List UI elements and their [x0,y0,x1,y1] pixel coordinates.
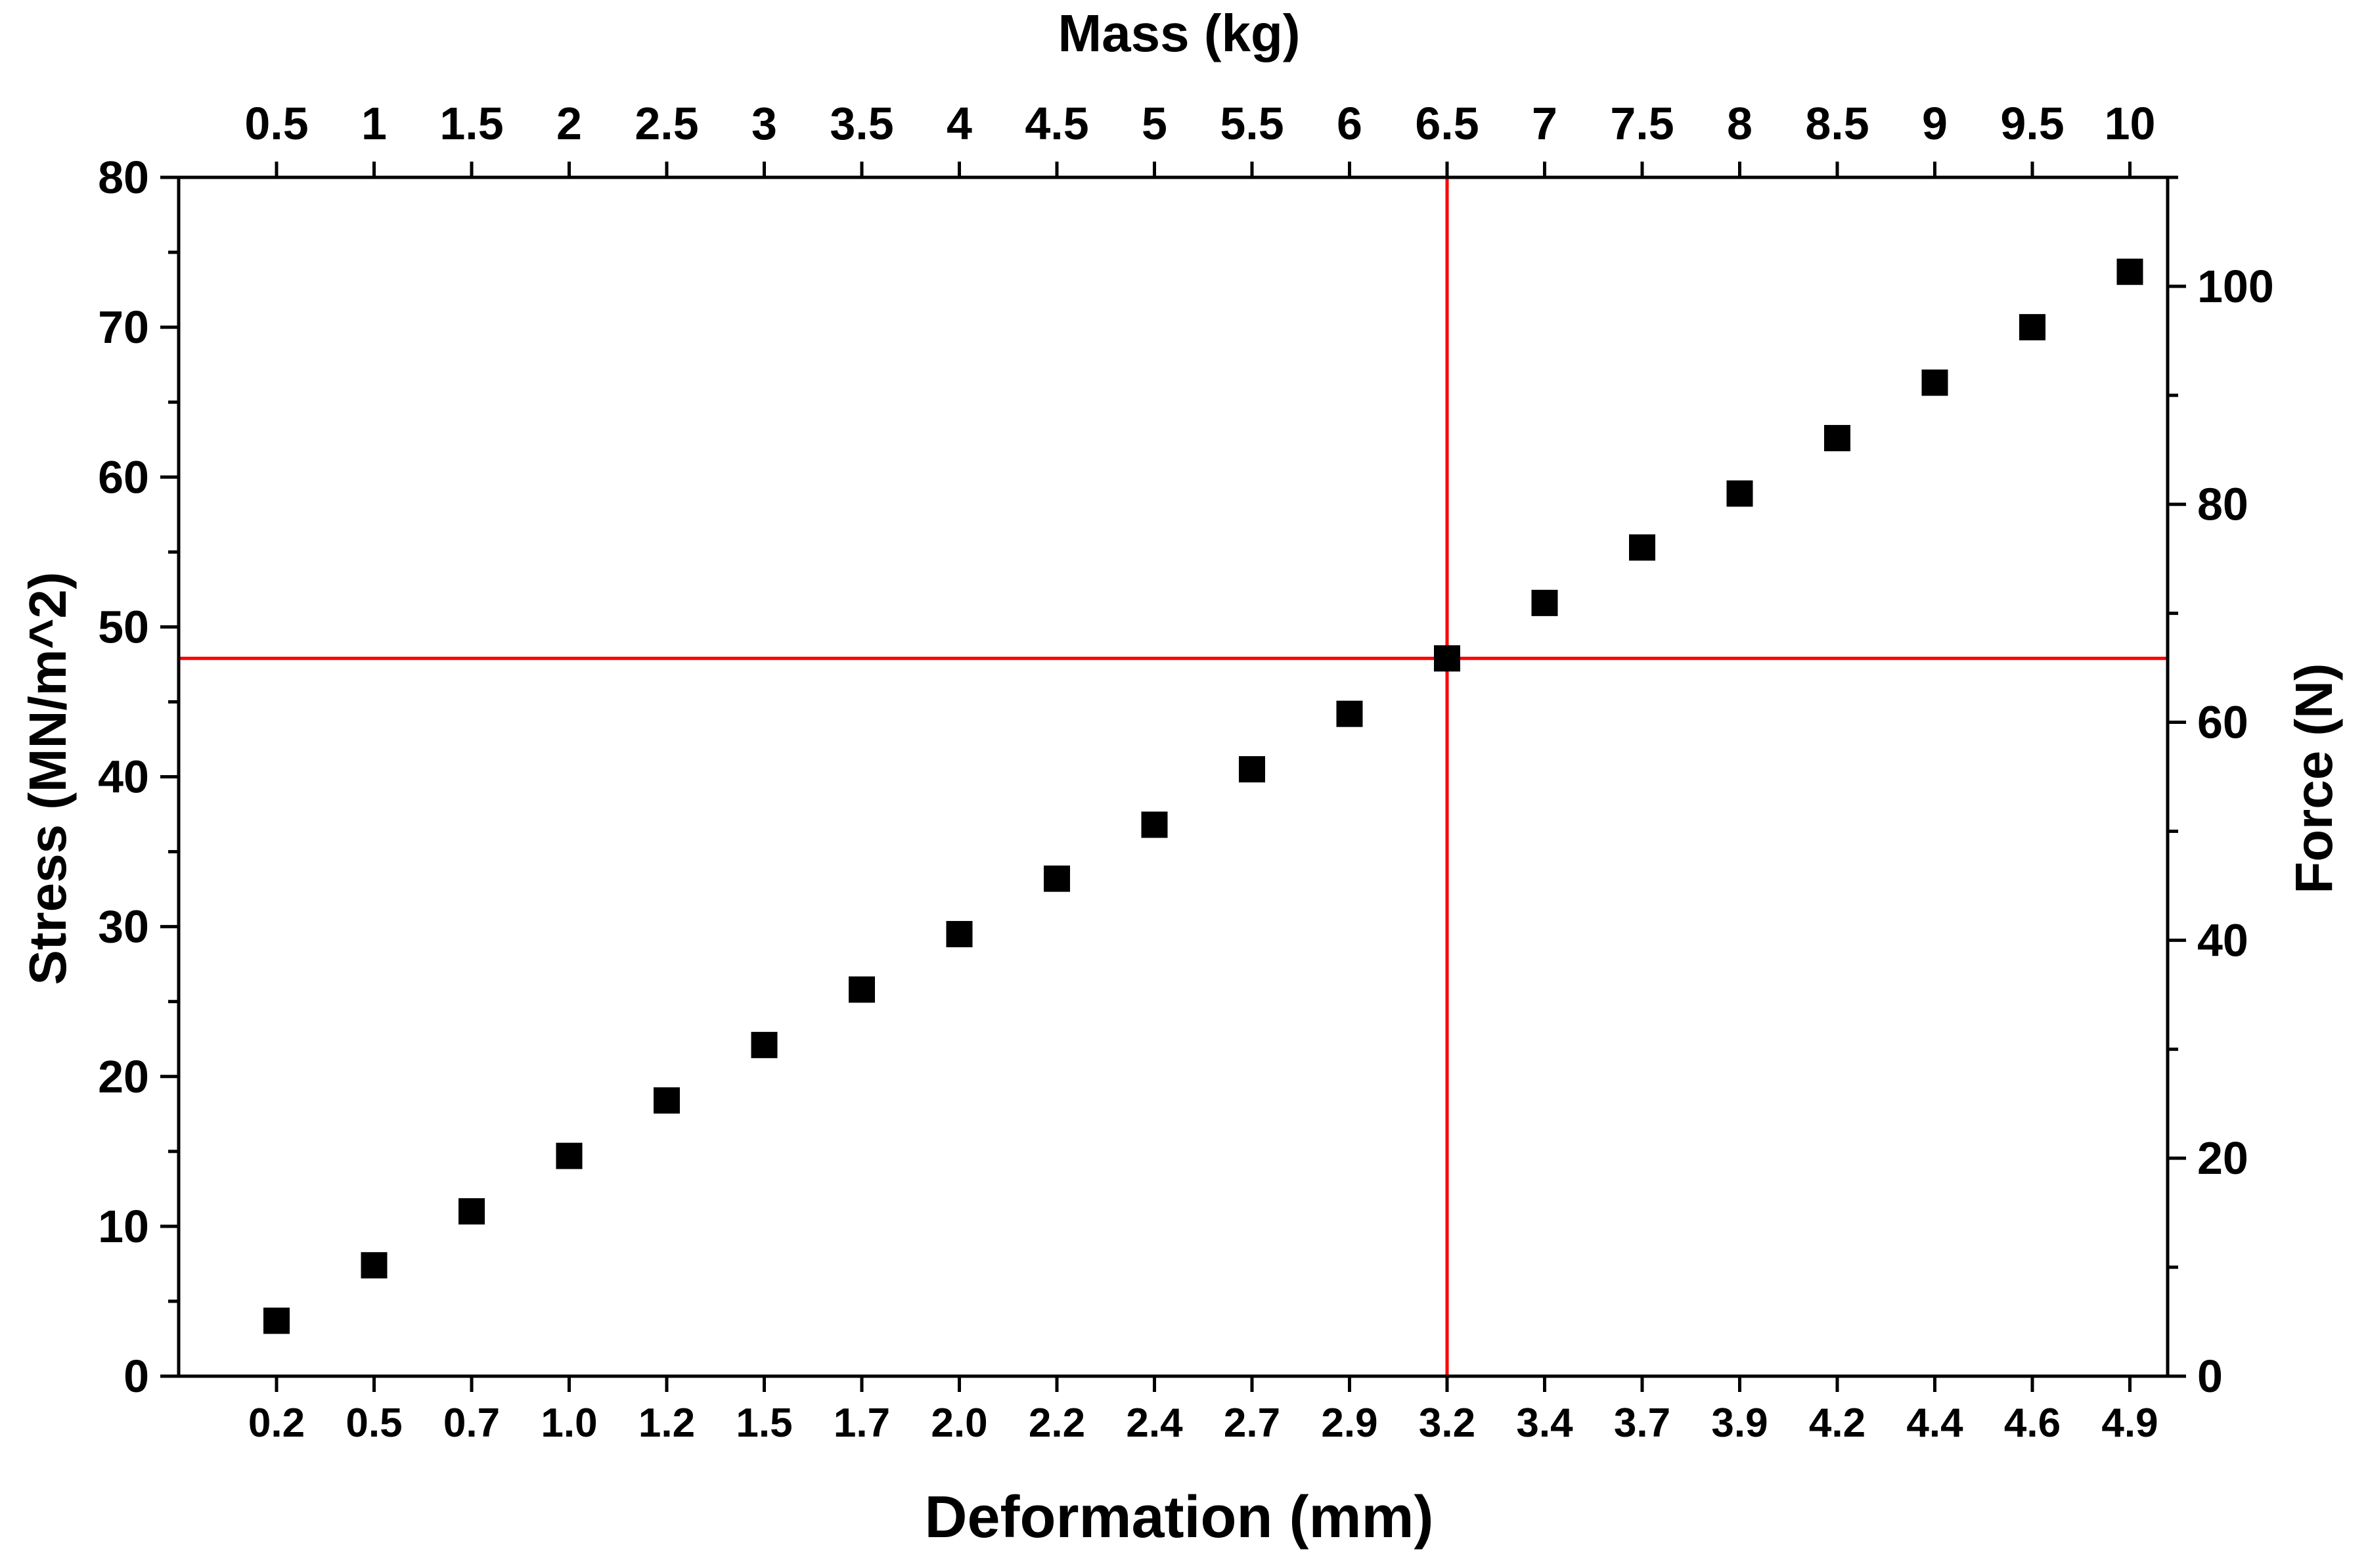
x-tick-label: 4.2 [1809,1400,1865,1446]
top-tick-label: 2.5 [635,98,698,149]
x-tick-label: 1.7 [834,1400,890,1446]
top-tick-label: 6.5 [1415,98,1479,149]
x-tick-label: 2.4 [1126,1400,1183,1446]
top-tick-label: 2 [556,98,582,149]
x-tick-label: 2.2 [1029,1400,1085,1446]
data-point [1921,369,1948,396]
top-tick-label: 4 [947,98,972,149]
x-tick-label: 4.6 [2004,1400,2061,1446]
data-point [263,1307,290,1334]
data-point [1239,756,1265,783]
right-tick-label: 100 [2197,261,2274,312]
left-tick-label: 50 [98,601,149,652]
top-tick-label: 5.5 [1220,98,1284,149]
x-tick-label: 3.7 [1614,1400,1670,1446]
right-tick-label: 60 [2197,697,2248,748]
x-tick-label: 1.0 [541,1400,597,1446]
top-tick-label: 5 [1142,98,1167,149]
x-tick-label: 0.2 [248,1400,305,1446]
top-tick-label: 9.5 [2000,98,2064,149]
top-tick-label: 1.5 [439,98,503,149]
data-point [1141,811,1168,838]
x-tick-label: 0.5 [346,1400,402,1446]
top-axis-title: Mass (kg) [1058,4,1301,62]
right-axis-title: Force (N) [2285,663,2343,893]
left-tick-label: 0 [123,1351,149,1402]
data-point [1336,700,1363,727]
left-tick-label: 60 [98,451,149,503]
data-point [1629,534,1655,561]
left-tick-label: 80 [98,152,149,203]
x-tick-label: 3.4 [1516,1400,1573,1446]
data-point [1434,645,1460,672]
right-tick-label: 0 [2197,1351,2223,1402]
right-tick-label: 20 [2197,1132,2248,1184]
x-tick-label: 2.7 [1224,1400,1280,1446]
top-tick-label: 8 [1727,98,1753,149]
x-tick-label: 4.4 [1906,1400,1963,1446]
top-tick-label: 1 [361,98,387,149]
top-tick-label: 10 [2105,98,2156,149]
axes: 0.2 0.5 0.7 1.0 1.2 1.5 1.7 2.0 2.2 2.4 2.7 2.9 3.2 3… [98,98,2274,1446]
top-tick-label: 3.5 [830,98,893,149]
x-axis-title: Deformation (mm) [924,1485,1433,1550]
data-point [946,921,973,948]
x-tick-label: 2.9 [1321,1400,1377,1446]
data-point [751,1031,778,1058]
x-tick-label: 3.2 [1419,1400,1475,1446]
top-tick-label: 7 [1532,98,1557,149]
reference-lines [179,177,2168,1376]
data-point [2116,258,2143,285]
left-tick-label: 70 [98,302,149,353]
left-tick-label: 30 [98,901,149,952]
x-tick-label: 4.9 [2101,1400,2158,1446]
left-tick-label: 10 [98,1201,149,1252]
top-tick-label: 6 [1337,98,1362,149]
data-points [263,258,2143,1334]
data-point [361,1252,388,1279]
data-point [1044,865,1070,892]
top-tick-label: 4.5 [1025,98,1088,149]
data-point [1824,424,1850,451]
top-tick-label: 3 [751,98,777,149]
left-tick-label: 40 [98,751,149,803]
data-point [458,1198,485,1225]
data-point [654,1087,680,1114]
top-tick-label: 8.5 [1805,98,1869,149]
top-tick-label: 0.5 [244,98,308,149]
x-tick-label: 0.7 [443,1400,500,1446]
data-point [1531,589,1558,616]
data-point [2019,314,2045,341]
x-tick-label: 1.2 [638,1400,695,1446]
left-axis-title: Stress (MN/m^2) [18,571,77,985]
right-tick-label: 40 [2197,914,2248,966]
right-tick-label: 80 [2197,479,2248,530]
data-point [1726,480,1753,507]
data-point [556,1142,583,1169]
top-tick-label: 9 [1922,98,1948,149]
x-tick-label: 3.9 [1711,1400,1768,1446]
data-point [849,976,875,1003]
top-tick-label: 7.5 [1610,98,1674,149]
x-tick-label: 2.0 [931,1400,987,1446]
x-tick-label: 1.5 [736,1400,792,1446]
left-tick-label: 20 [98,1051,149,1102]
